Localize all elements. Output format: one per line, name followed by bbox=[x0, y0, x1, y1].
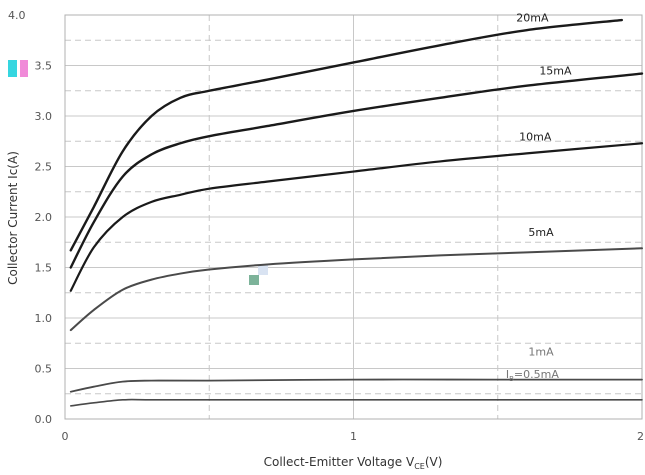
series-label-3: 5mA bbox=[528, 226, 554, 239]
series-line-4 bbox=[69, 378, 643, 393]
series-labels: 20mA 15mA 10mA 5mA 1mA IB=0.5mA bbox=[506, 12, 572, 383]
x-axis-label-subscript: CE bbox=[414, 462, 425, 471]
artifact-swatch-pink bbox=[20, 60, 28, 77]
series-label-1: 15mA bbox=[539, 65, 572, 78]
y-tick-label: 1.0 bbox=[35, 312, 53, 325]
x-axis-label: Collect-Emitter Voltage VCE(V) bbox=[264, 455, 443, 471]
y-tick-label: 4.0 bbox=[8, 9, 26, 22]
artifact-swatch-green bbox=[249, 275, 259, 285]
x-tick-labels: 0 1 2 bbox=[62, 430, 645, 443]
series-line-0 bbox=[69, 18, 624, 252]
y-tick-label: 2.5 bbox=[35, 161, 53, 174]
series-line-3 bbox=[69, 247, 643, 332]
y-axis-label: Collector Current Ic(A) bbox=[6, 151, 20, 285]
x-axis-label-main: Collect-Emitter Voltage V bbox=[264, 455, 415, 469]
y-tick-label: 3.0 bbox=[35, 110, 53, 123]
y-tick-label: 1.5 bbox=[35, 262, 53, 275]
artifact-swatch-light bbox=[258, 265, 268, 275]
series-line-5 bbox=[69, 398, 643, 407]
grid bbox=[65, 15, 642, 419]
x-tick-label: 0 bbox=[62, 430, 69, 443]
series-label-0: 20mA bbox=[516, 12, 549, 25]
x-tick-label: 1 bbox=[350, 430, 357, 443]
series-label-5: IB=0.5mA bbox=[506, 368, 559, 383]
plot-frame bbox=[64, 14, 643, 420]
artifact-swatch-cyan bbox=[8, 60, 17, 77]
y-tick-label: 0.0 bbox=[35, 413, 53, 426]
y-tick-label: 0.5 bbox=[35, 363, 53, 376]
series-line-1 bbox=[69, 72, 644, 269]
y-tick-label: 3.5 bbox=[35, 60, 53, 73]
x-tick-label: 2 bbox=[637, 430, 644, 443]
series-line-2 bbox=[69, 142, 644, 292]
x-axis-label-unit: (V) bbox=[425, 455, 443, 469]
y-tick-labels: 0.0 0.5 1.0 1.5 2.0 2.5 3.0 3.5 4.0 bbox=[8, 9, 52, 426]
series-label-4: 1mA bbox=[528, 346, 554, 359]
series-label-2: 10mA bbox=[519, 131, 552, 144]
series-group bbox=[69, 18, 644, 407]
y-tick-label: 2.0 bbox=[35, 211, 53, 224]
